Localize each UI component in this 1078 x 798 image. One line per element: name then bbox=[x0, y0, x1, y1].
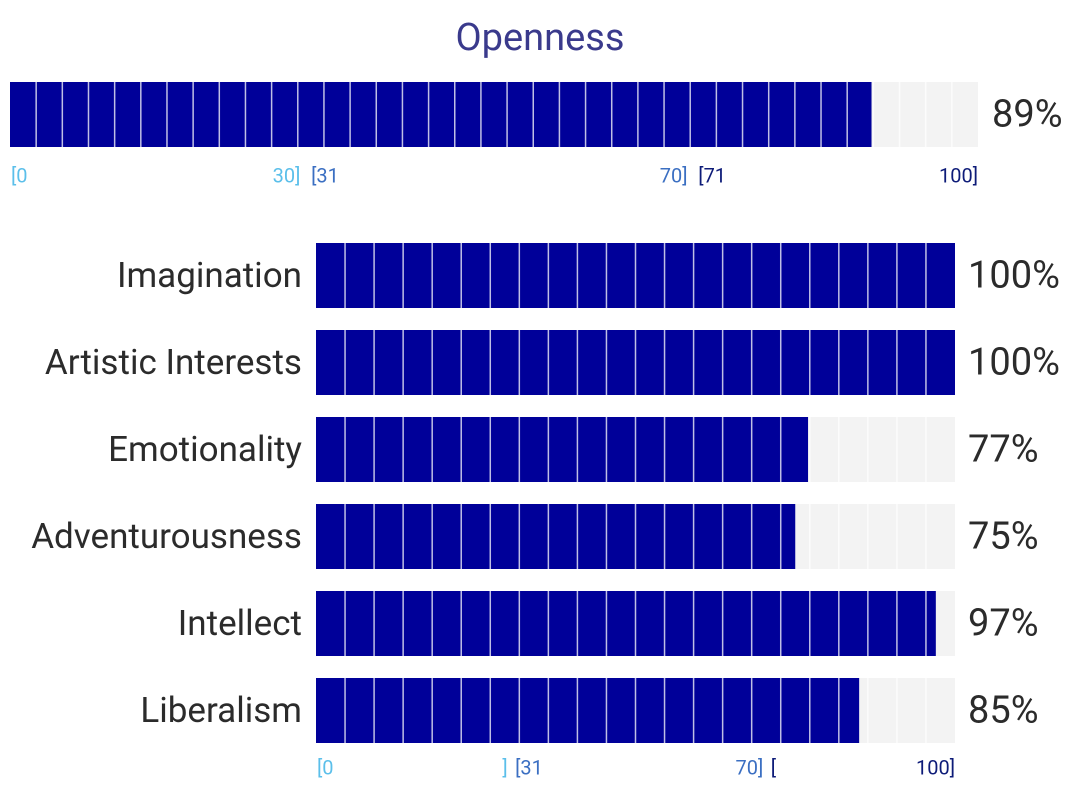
x-tick-label: [0 bbox=[317, 755, 334, 779]
category-label: Emotionality bbox=[108, 429, 302, 470]
x-tick-label: 100] bbox=[916, 755, 955, 779]
bar bbox=[316, 591, 936, 656]
category-label: Artistic Interests bbox=[45, 342, 302, 383]
category-label: Adventurousness bbox=[31, 516, 302, 557]
value-label: 97% bbox=[968, 602, 1039, 646]
value-label: 100% bbox=[968, 254, 1060, 298]
value-label: 85% bbox=[968, 689, 1039, 733]
category-label: Imagination bbox=[117, 255, 302, 296]
category-label: Liberalism bbox=[140, 690, 302, 731]
bar bbox=[316, 678, 860, 743]
x-tick-label: [71 bbox=[698, 163, 726, 187]
bar bbox=[316, 504, 796, 569]
value-label: 77% bbox=[968, 428, 1039, 472]
x-tick-label: [0 bbox=[11, 163, 28, 187]
chart-title: Openness bbox=[456, 16, 625, 60]
x-tick-label: 100] bbox=[939, 163, 978, 187]
x-tick-label: [31 bbox=[311, 163, 339, 187]
bar bbox=[10, 82, 872, 147]
x-tick-label: [31 bbox=[515, 755, 543, 779]
x-tick-label: 70] bbox=[736, 755, 764, 779]
x-tick-label: 30] bbox=[273, 163, 301, 187]
value-label: 100% bbox=[968, 341, 1060, 385]
bar bbox=[316, 417, 809, 482]
value-label: 75% bbox=[968, 515, 1039, 559]
x-tick-label: ] bbox=[502, 755, 507, 779]
category-label: Intellect bbox=[178, 603, 302, 644]
value-label: 89% bbox=[992, 93, 1063, 137]
x-tick-label: [ bbox=[771, 755, 777, 779]
x-tick-label: 70] bbox=[660, 163, 688, 187]
